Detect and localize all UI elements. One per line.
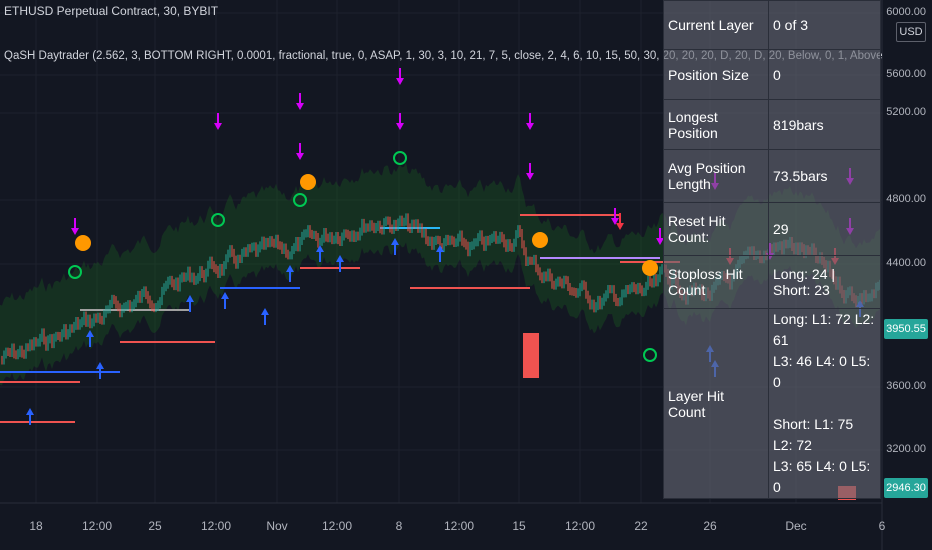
time-tick: 6 xyxy=(878,519,886,533)
long-arrow xyxy=(96,362,104,379)
green-ring xyxy=(211,213,225,227)
trend-cloud xyxy=(0,162,880,386)
stats-key: Avg Position Length xyxy=(663,149,769,203)
green-ring xyxy=(293,193,307,207)
price-tick: 3200.00 xyxy=(886,443,926,455)
price-tick: 6000.00 xyxy=(886,6,926,18)
price-tick: 4800.00 xyxy=(886,193,926,205)
orange-dot xyxy=(75,235,91,251)
stats-value: Long: L1: 72 L2: 61 L3: 46 L4: 0 L5: 0 S… xyxy=(768,308,881,499)
long-arrow xyxy=(436,245,444,262)
orange-dot xyxy=(300,174,316,190)
stats-value: 29 xyxy=(768,202,881,256)
time-tick: 12:00 xyxy=(321,519,353,533)
stats-value: 0 xyxy=(768,49,881,100)
stats-key: Reset Hit Count: xyxy=(663,202,769,256)
stats-key: Current Layer xyxy=(663,0,769,50)
stats-row-current-layer: Current Layer 0 of 3 xyxy=(663,0,881,50)
time-tick: 12:00 xyxy=(200,519,232,533)
large-red-bar xyxy=(523,333,539,378)
chart-title: ETHUSD Perpetual Contract, 30, BYBIT xyxy=(4,4,219,18)
time-tick: 25 xyxy=(148,519,162,533)
short-arrow xyxy=(526,113,534,130)
stats-row-position-size: Position Size 0 xyxy=(663,49,881,100)
time-tick: Nov xyxy=(266,519,288,533)
time-tick: 12:00 xyxy=(81,519,113,533)
stats-value: Long: 24 | Short: 23 xyxy=(768,255,881,309)
time-tick: 12:00 xyxy=(564,519,596,533)
stats-row-reset-hit-count: Reset Hit Count: 29 xyxy=(663,202,881,256)
short-arrow xyxy=(656,228,664,245)
time-tick: 15 xyxy=(512,519,526,533)
short-arrow xyxy=(296,143,304,160)
time-tick: 18 xyxy=(29,519,43,533)
short-arrow xyxy=(526,163,534,180)
long-arrow xyxy=(336,255,344,272)
indicator-params[interactable]: QaSH Daytrader (2.562, 3, BOTTOM RIGHT, … xyxy=(4,50,882,62)
short-arrow xyxy=(71,218,79,235)
low-price-badge: 2946.30 xyxy=(884,478,928,498)
green-ring xyxy=(393,151,407,165)
short-arrow xyxy=(611,208,619,225)
stats-key: Position Size xyxy=(663,49,769,100)
long-arrow xyxy=(316,245,324,262)
short-arrow xyxy=(396,68,404,85)
long-arrow xyxy=(186,295,194,312)
time-tick: 8 xyxy=(395,519,403,533)
stats-key: Longest Position xyxy=(663,99,769,150)
orange-dot xyxy=(532,232,548,248)
orange-dot xyxy=(642,260,658,276)
price-tick: 5200.00 xyxy=(886,106,926,118)
long-arrow xyxy=(26,408,34,425)
stats-value: 819bars xyxy=(768,99,881,150)
cloud-area xyxy=(0,162,880,386)
short-arrow xyxy=(296,93,304,110)
price-tick: 5600.00 xyxy=(886,68,926,80)
price-tick: 4400.00 xyxy=(886,257,926,269)
short-arrow xyxy=(214,113,222,130)
stats-row-layer-hit-count: Layer Hit Count Long: L1: 72 L2: 61 L3: … xyxy=(663,308,881,499)
time-tick: 26 xyxy=(703,519,717,533)
green-ring xyxy=(643,348,657,362)
short-arrow xyxy=(396,113,404,130)
chart-grid xyxy=(0,0,883,503)
price-tick: 3600.00 xyxy=(886,380,926,392)
long-arrow xyxy=(261,308,269,325)
last-price-badge: 3950.55 xyxy=(884,319,928,339)
stats-key: Stoploss Hit Count xyxy=(663,255,769,309)
green-ring xyxy=(68,265,82,279)
long-arrow xyxy=(391,238,399,255)
time-tick: 12:00 xyxy=(443,519,475,533)
long-arrow xyxy=(286,265,294,282)
stats-table: Current Layer 0 of 3 Position Size 0 Lon… xyxy=(663,0,881,499)
currency-button[interactable]: USD xyxy=(896,22,926,42)
time-tick: 22 xyxy=(634,519,648,533)
stats-key: Layer Hit Count xyxy=(663,308,769,499)
stats-value: 0 of 3 xyxy=(768,0,881,50)
stats-row-longest-position: Longest Position 819bars xyxy=(663,99,881,150)
short-arrow xyxy=(616,213,624,230)
long-arrow xyxy=(86,330,94,347)
stats-row-avg-position-length: Avg Position Length 73.5bars xyxy=(663,149,881,203)
time-tick: Dec xyxy=(785,519,807,533)
stats-value: 73.5bars xyxy=(768,149,881,203)
long-arrow xyxy=(221,292,229,309)
stats-row-stoploss-hit-count: Stoploss Hit Count Long: 24 | Short: 23 xyxy=(663,255,881,309)
